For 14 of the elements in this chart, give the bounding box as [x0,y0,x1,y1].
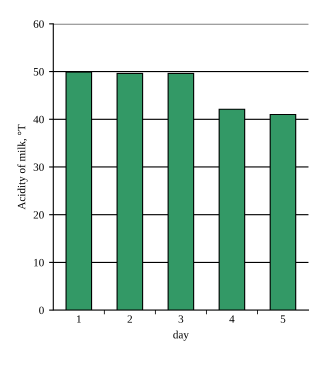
y-tick-label: 60 [34,20,44,28]
x-tick-label: 3 [178,315,184,323]
y-tick-label: 30 [34,163,44,171]
y-tick-label: 20 [34,211,44,219]
x-tick-label: 5 [280,315,286,323]
y-axis-title: Acidity of milk, °T [17,124,28,210]
y-tick-label: 10 [34,258,44,266]
y-tick-label: 50 [34,68,44,76]
y-tick-label: 40 [33,116,44,124]
x-tick-label: 4 [229,315,235,323]
x-tick-label: 2 [128,315,132,323]
x-axis-title: day [173,330,189,341]
y-tick-label: 0 [39,306,44,314]
x-tick-label: 1 [77,315,81,323]
